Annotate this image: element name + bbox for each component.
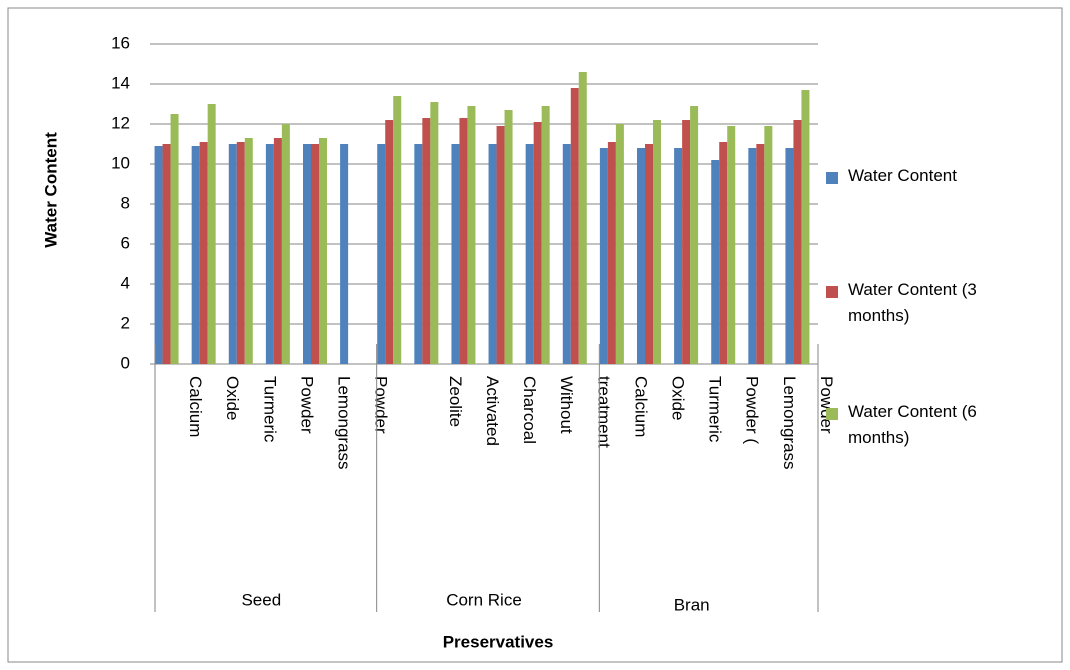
bar (451, 144, 460, 364)
legend-swatch (826, 172, 838, 184)
bar (385, 120, 394, 364)
bar (541, 106, 550, 364)
bar (430, 102, 439, 364)
bar (690, 106, 699, 364)
bar (727, 126, 736, 364)
x-axis-title: Preservatives (443, 632, 554, 651)
x-tick-label: Turmeric (260, 376, 279, 443)
bar (645, 144, 653, 364)
bar (414, 144, 423, 364)
bar (191, 146, 200, 364)
legend-entry: Water Content (826, 163, 978, 189)
legend-label: Water Content (6 months) (848, 402, 977, 447)
x-tick-label: Powder ( (743, 376, 762, 444)
legend-label: Water Content (3 months) (848, 280, 977, 325)
y-tick-label: 16 (111, 33, 130, 52)
bar (674, 148, 683, 364)
y-tick-label: 4 (121, 273, 130, 292)
bar (496, 126, 505, 364)
group-label: Bran (674, 595, 710, 614)
bar (488, 144, 497, 364)
legend-entry: Water Content (3 months) (826, 277, 978, 329)
x-tick-label: Oxide (223, 376, 242, 420)
bar (377, 144, 386, 364)
y-tick-label: 0 (121, 353, 130, 372)
legend-swatch (826, 408, 838, 420)
bar (719, 142, 728, 364)
bar (682, 120, 691, 364)
bar (785, 148, 794, 364)
bar (599, 148, 608, 364)
x-tick-label: Powder (297, 376, 316, 434)
bar (615, 124, 624, 364)
group-label: Seed (241, 590, 281, 609)
bar (748, 148, 757, 364)
bar (578, 72, 587, 364)
x-tick-label: Charcoal (520, 376, 539, 444)
bar (311, 144, 319, 364)
y-tick-label: 12 (111, 113, 130, 132)
bar (467, 106, 476, 364)
bar (711, 160, 720, 364)
bar (393, 96, 402, 364)
x-tick-label: Zeolite (446, 376, 465, 427)
bar (170, 114, 179, 364)
y-tick-label: 8 (121, 193, 130, 212)
x-tick-label: Powder (372, 376, 391, 434)
y-axis-title: Water Content (41, 132, 60, 248)
bar (207, 104, 216, 364)
legend-label: Water Content (848, 166, 957, 185)
bar (504, 110, 513, 364)
bar (162, 144, 171, 364)
bar (199, 142, 208, 364)
bar (340, 144, 349, 364)
y-tick-label: 14 (111, 73, 130, 92)
bar (236, 142, 245, 364)
y-tick-label: 10 (111, 153, 130, 172)
legend-entry: Water Content (6 months) (826, 399, 978, 451)
bar (607, 142, 616, 364)
bar (801, 90, 810, 364)
y-tick-label: 2 (121, 313, 130, 332)
group-label: Corn Rice (446, 590, 522, 609)
x-tick-label: Lemongrass (335, 376, 354, 470)
y-tick-label: 6 (121, 233, 130, 252)
legend-swatch (826, 286, 838, 298)
bar (756, 144, 765, 364)
bar (244, 138, 253, 364)
bar (265, 144, 274, 364)
x-tick-label: Calcium (631, 376, 650, 437)
bar (525, 144, 534, 364)
x-tick-label: Without (557, 376, 576, 434)
x-tick-label: Activated (483, 376, 502, 446)
bar (764, 126, 773, 364)
x-tick-label: Lemongrass (780, 376, 799, 470)
bar (637, 148, 645, 364)
bar (281, 124, 290, 364)
bar (562, 144, 571, 364)
bar (422, 118, 431, 364)
bar (319, 138, 327, 364)
x-tick-label: treatment (594, 376, 613, 448)
bar (228, 144, 237, 364)
bar (303, 144, 311, 364)
x-tick-label: Calcium (186, 376, 205, 437)
x-tick-label: Oxide (669, 376, 688, 420)
bar (459, 118, 468, 364)
bar (154, 146, 163, 364)
bar (570, 88, 579, 364)
bar (533, 122, 542, 364)
x-tick-label: Turmeric (706, 376, 725, 443)
bar (273, 138, 282, 364)
bar (653, 120, 661, 364)
bar (793, 120, 802, 364)
